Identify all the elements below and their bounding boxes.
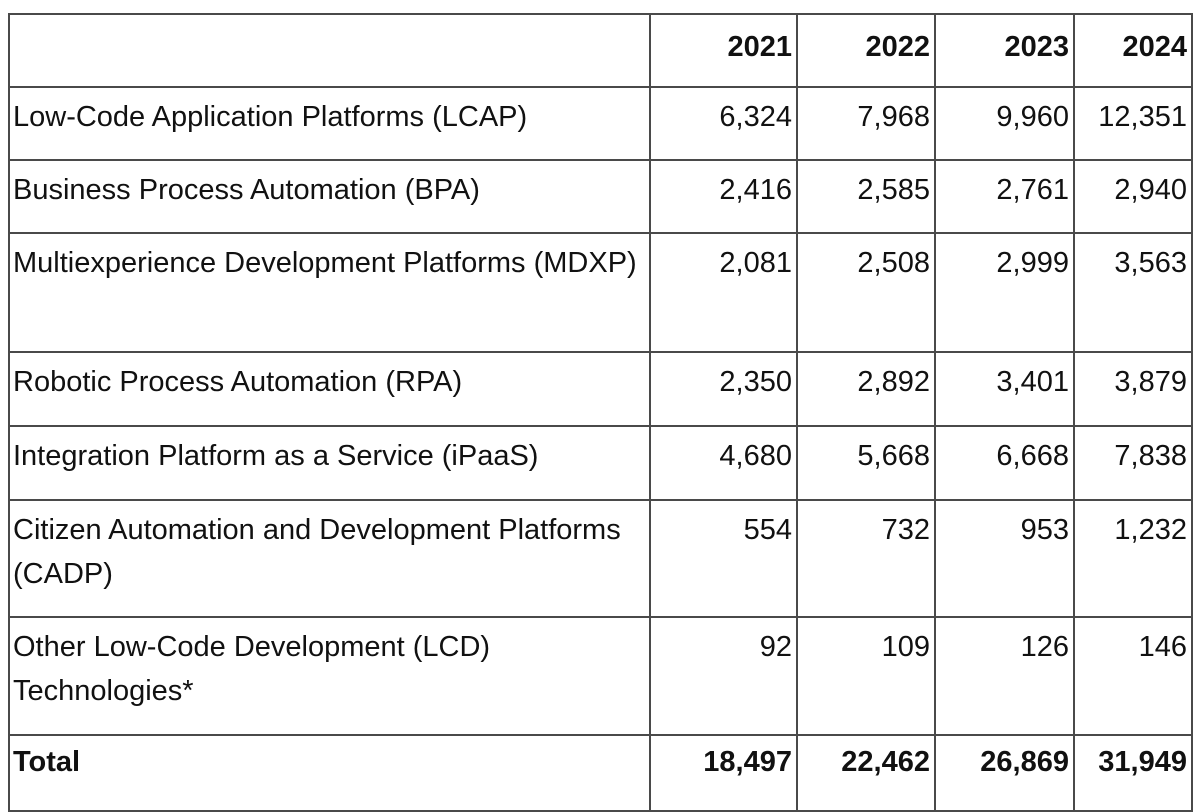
row-label-cell: Business Process Automation (BPA)	[8, 159, 651, 234]
value-cell: 3,879	[1073, 351, 1193, 427]
row-label-cell: Citizen Automation and Development Platf…	[8, 499, 651, 618]
value-cell: 5,668	[796, 425, 936, 501]
total-value-cell: 26,869	[934, 734, 1075, 812]
value-cell: 92	[649, 616, 798, 736]
value-cell: 2,892	[796, 351, 936, 427]
table-row: Multiexperience Development Platforms (M…	[8, 232, 1193, 353]
header-corner-cell	[8, 13, 651, 88]
value-cell: 12,351	[1073, 86, 1193, 161]
row-label-cell: Integration Platform as a Service (iPaaS…	[8, 425, 651, 501]
table-row: Business Process Automation (BPA) 2,416 …	[8, 159, 1193, 234]
table-row: Robotic Process Automation (RPA) 2,350 2…	[8, 351, 1193, 427]
total-value-cell: 18,497	[649, 734, 798, 812]
value-cell: 146	[1073, 616, 1193, 736]
value-cell: 4,680	[649, 425, 798, 501]
value-cell: 1,232	[1073, 499, 1193, 618]
header-year-cell: 2023	[934, 13, 1075, 88]
total-value-cell: 31,949	[1073, 734, 1193, 812]
value-cell: 953	[934, 499, 1075, 618]
header-year-cell: 2022	[796, 13, 936, 88]
value-cell: 109	[796, 616, 936, 736]
total-value-cell: 22,462	[796, 734, 936, 812]
table-row: Integration Platform as a Service (iPaaS…	[8, 425, 1193, 501]
total-label-cell: Total	[8, 734, 651, 812]
row-label-cell: Multiexperience Development Platforms (M…	[8, 232, 651, 353]
header-row: 2021 2022 2023 2024	[8, 13, 1193, 88]
value-cell: 126	[934, 616, 1075, 736]
value-cell: 7,838	[1073, 425, 1193, 501]
value-cell: 554	[649, 499, 798, 618]
table-row: Low-Code Application Platforms (LCAP) 6,…	[8, 86, 1193, 161]
value-cell: 2,940	[1073, 159, 1193, 234]
value-cell: 2,761	[934, 159, 1075, 234]
table-row: Other Low-Code Development (LCD) Technol…	[8, 616, 1193, 736]
value-cell: 2,081	[649, 232, 798, 353]
value-cell: 2,416	[649, 159, 798, 234]
row-label-cell: Robotic Process Automation (RPA)	[8, 351, 651, 427]
market-forecast-table-container: 2021 2022 2023 2024 Low-Code Application…	[8, 13, 1193, 812]
value-cell: 2,999	[934, 232, 1075, 353]
row-label-cell: Other Low-Code Development (LCD) Technol…	[8, 616, 651, 736]
value-cell: 7,968	[796, 86, 936, 161]
value-cell: 9,960	[934, 86, 1075, 161]
value-cell: 2,350	[649, 351, 798, 427]
header-year-cell: 2021	[649, 13, 798, 88]
value-cell: 2,585	[796, 159, 936, 234]
total-row: Total 18,497 22,462 26,869 31,949	[8, 734, 1193, 812]
market-forecast-table: 2021 2022 2023 2024 Low-Code Application…	[8, 13, 1193, 812]
value-cell: 3,401	[934, 351, 1075, 427]
row-label-cell: Low-Code Application Platforms (LCAP)	[8, 86, 651, 161]
value-cell: 6,668	[934, 425, 1075, 501]
value-cell: 732	[796, 499, 936, 618]
value-cell: 3,563	[1073, 232, 1193, 353]
value-cell: 6,324	[649, 86, 798, 161]
table-row: Citizen Automation and Development Platf…	[8, 499, 1193, 618]
value-cell: 2,508	[796, 232, 936, 353]
header-year-cell: 2024	[1073, 13, 1193, 88]
